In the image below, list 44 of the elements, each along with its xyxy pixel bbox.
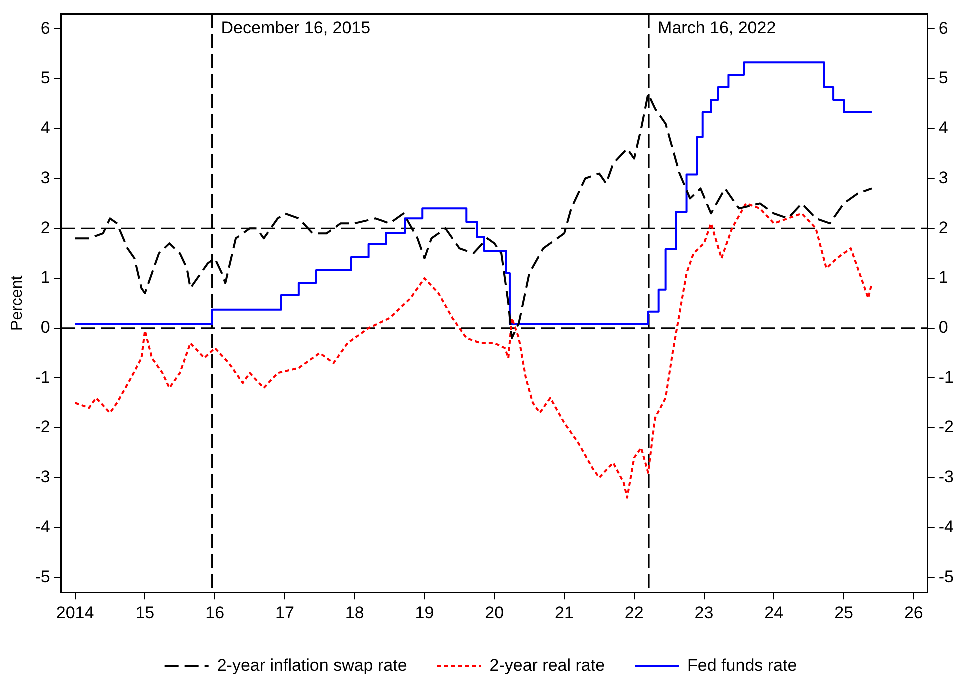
y-axis-title: Percent <box>9 275 26 331</box>
legend-label: Fed funds rate <box>688 656 798 676</box>
y-tick-label: 1 <box>40 268 50 288</box>
line-series <box>74 202 873 499</box>
y2-tick-label: -3 <box>938 468 954 487</box>
y2-tick-label: -5 <box>938 567 954 586</box>
ref-line-label: March 16, 2022 <box>658 18 776 38</box>
x-tick-label: 18 <box>345 603 364 622</box>
y-tick-label: -3 <box>35 468 50 487</box>
x-tick-label: 22 <box>624 603 644 622</box>
legend-label: 2-year inflation swap rate <box>217 656 408 676</box>
y2-tick-label: 6 <box>938 18 948 38</box>
y2-tick-label: -4 <box>938 517 954 536</box>
y-tick-label: -4 <box>35 517 50 536</box>
y-tick-label: 2 <box>40 218 50 238</box>
y2-tick-label: -2 <box>938 418 954 437</box>
y-tick-label: 6 <box>40 18 50 38</box>
y-tick-label: -1 <box>35 368 50 387</box>
x-tick-label: 19 <box>415 603 434 622</box>
y2-tick-label: 3 <box>938 168 948 188</box>
ref-line-label: December 16, 2015 <box>221 18 371 38</box>
y-tick-label: 5 <box>40 68 50 88</box>
y-tick-label: 3 <box>40 168 50 188</box>
x-tick-label: 24 <box>764 603 784 622</box>
y2-tick-label: 1 <box>938 268 948 288</box>
y-tick-label: -2 <box>35 418 50 437</box>
x-tick-label: 2014 <box>56 603 94 622</box>
y2-tick-label: -1 <box>938 368 954 387</box>
x-tick-label: 15 <box>136 603 155 622</box>
x-tick-label: 25 <box>834 603 854 622</box>
y2-tick-label: 4 <box>938 118 948 138</box>
y2-tick-label: 2 <box>938 218 948 238</box>
legend-label: 2-year real rate <box>490 656 606 676</box>
x-tick-label: 17 <box>275 603 294 622</box>
y-tick-label: -5 <box>35 567 50 586</box>
y2-tick-label: 5 <box>938 68 948 88</box>
y-tick-label: 0 <box>40 318 50 338</box>
x-tick-label: 21 <box>555 603 574 622</box>
x-tick-label: 20 <box>485 603 504 622</box>
y2-tick-label: 0 <box>938 318 948 338</box>
x-tick-label: 26 <box>904 603 924 622</box>
x-tick-label: 16 <box>206 603 225 622</box>
x-tick-label: 23 <box>694 603 714 622</box>
y-tick-label: 4 <box>40 118 50 138</box>
